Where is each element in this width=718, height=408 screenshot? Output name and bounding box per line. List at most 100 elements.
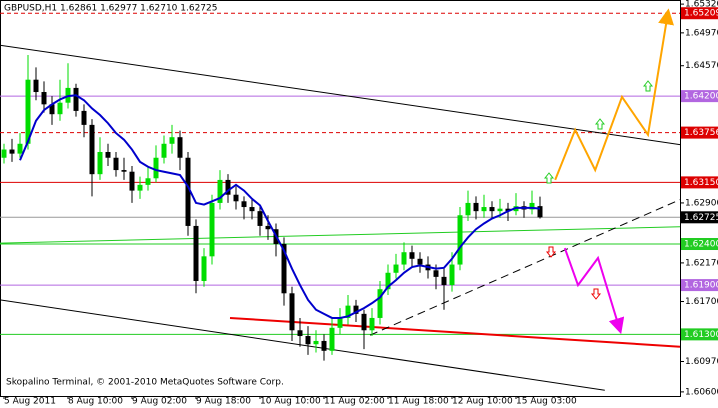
candle-body [505, 208, 511, 212]
trendline [369, 199, 680, 336]
candle-body [441, 276, 447, 286]
candle-body [121, 170, 127, 172]
candle-body [329, 327, 335, 351]
candle-body [305, 336, 311, 345]
x-tick-label: 15 Aug 03:00 [516, 397, 577, 407]
level-label: 1.64200 [684, 92, 718, 102]
candle-body [313, 340, 319, 345]
candle-body [137, 184, 143, 191]
candle-body [281, 244, 287, 294]
level-label: 1.63756 [684, 128, 718, 138]
candle-body [433, 270, 439, 277]
level-label: 1.65209 [684, 9, 718, 19]
candle-body [105, 151, 111, 158]
x-tick-label: 11 Aug 18:00 [388, 397, 449, 407]
candle-body [377, 289, 383, 318]
trendline [0, 299, 605, 391]
y-tick-label: 1.65320 [685, 0, 718, 10]
candle-body [361, 313, 367, 331]
y-tick-label: 1.62900 [685, 198, 718, 208]
candle-body [345, 305, 351, 318]
candle-body [225, 179, 231, 195]
candle-body [537, 206, 543, 218]
candle-body [201, 256, 207, 281]
candle-body [41, 92, 47, 105]
candle-body [417, 258, 423, 265]
trendline [229, 316, 680, 348]
candle-body [113, 157, 119, 171]
y-tick-label: 1.64570 [685, 61, 718, 71]
candle-body [9, 149, 15, 154]
x-tick-label: 12 Aug 10:00 [452, 397, 513, 407]
level-label: 1.62400 [684, 240, 718, 250]
projection [563, 247, 625, 335]
level-label-box [681, 176, 718, 189]
candle-body [257, 211, 263, 226]
candle-body [457, 215, 463, 265]
y-tick-label: 1.62170 [685, 258, 718, 268]
level-label: 1.63150 [684, 178, 718, 188]
candle-body [233, 194, 239, 202]
candle-body [473, 202, 479, 212]
y-tick-label: 1.64970 [685, 28, 718, 38]
candle-body [369, 317, 375, 331]
candle-body [297, 330, 303, 337]
level-label-box [681, 126, 718, 139]
level-label-box [681, 211, 718, 224]
y-tick-label: 1.61700 [685, 297, 718, 307]
candle-body [449, 264, 455, 286]
x-tick-label: 11 Aug 02:00 [324, 397, 385, 407]
x-tick-label: 10 Aug 10:00 [260, 397, 321, 407]
level-label-box [681, 328, 718, 341]
level-label-box [681, 90, 718, 103]
candle-body [97, 151, 103, 175]
candle-body [249, 207, 255, 212]
candle-body [289, 293, 295, 331]
candle-body [489, 207, 495, 212]
x-tick-label: 9 Aug 02:00 [132, 397, 187, 407]
level-label: 1.62725 [684, 213, 718, 223]
candle-body [353, 305, 359, 314]
candle-body [49, 104, 55, 115]
y-tick-label: 1.60600 [685, 387, 718, 397]
candle-body [497, 208, 503, 212]
level-label: 1.61300 [684, 330, 718, 340]
chart-title: GBPUSD,H1 1.62861 1.62977 1.62710 1.6272… [4, 4, 217, 14]
x-tick-label: 5 Aug 2011 [4, 397, 56, 407]
candle-body [393, 264, 399, 273]
projection [554, 8, 674, 181]
candle-body [33, 79, 39, 93]
candle-body [241, 201, 247, 208]
candle-body [337, 317, 343, 328]
footer: Skopalino Terminal, © 2001-2010 MetaQuot… [6, 378, 284, 388]
candle-body [481, 207, 487, 212]
level-label-box [681, 7, 718, 20]
trendline [0, 44, 680, 146]
candle-body [89, 124, 95, 175]
x-tick-label: 9 Aug 18:00 [196, 397, 251, 407]
level-label: 1.61900 [684, 281, 718, 291]
candle-body [217, 179, 223, 203]
candle-body [81, 110, 87, 125]
level-label-box [681, 279, 718, 292]
candle-body [465, 202, 471, 216]
x-tick-label: 8 Aug 10:00 [68, 397, 123, 407]
candle-body [529, 202, 535, 210]
candle-body [145, 178, 151, 185]
candle-body [169, 137, 175, 144]
candle-body [409, 252, 415, 259]
candle-body [193, 225, 199, 281]
candle-body [129, 171, 135, 191]
candle-body [177, 137, 183, 158]
moving-average [19, 94, 541, 319]
candle-body [265, 225, 271, 230]
candle-body [385, 272, 391, 290]
candle-body [401, 252, 407, 265]
candle-body [57, 102, 63, 115]
y-tick-label: 1.60970 [685, 357, 718, 367]
trendline [0, 226, 680, 244]
candle-body [209, 202, 215, 257]
candle-body [321, 340, 327, 351]
signal-arrows [543, 80, 654, 300]
